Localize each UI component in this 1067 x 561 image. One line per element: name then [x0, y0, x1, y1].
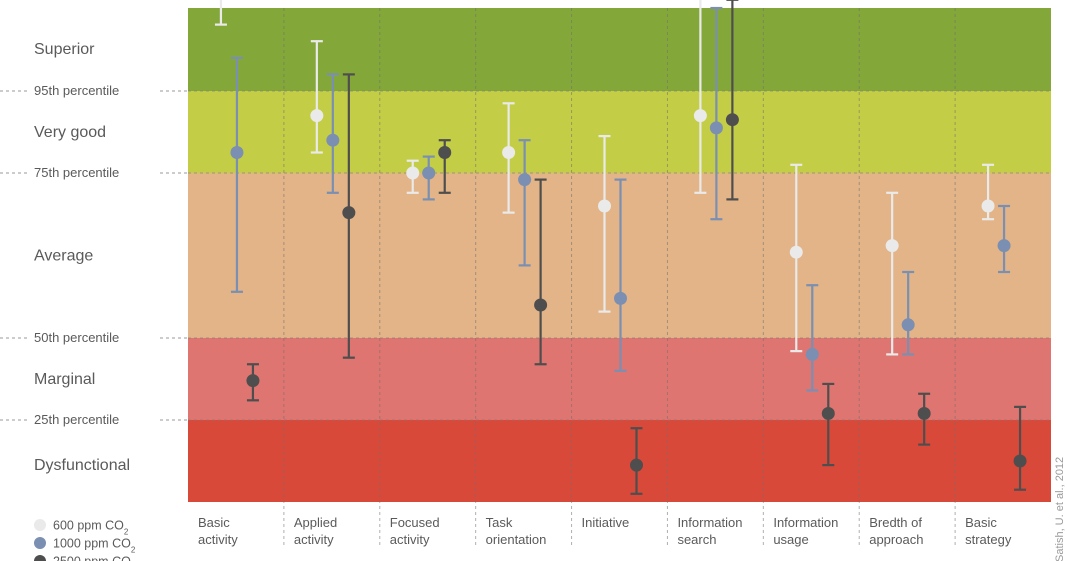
- legend-marker: [34, 519, 46, 531]
- data-point: [981, 199, 995, 213]
- data-point: [518, 173, 532, 187]
- series-1: [214, 0, 995, 356]
- category-label: Bredth of: [869, 515, 922, 530]
- series-2: [230, 6, 1011, 392]
- category-label: strategy: [965, 532, 1012, 547]
- legend-label: 2500 ppm CO2: [53, 555, 136, 561]
- band-labels: Dysfunctional Marginal Average Very good Sup…: [34, 41, 130, 474]
- category-label: usage: [773, 532, 808, 547]
- legend-label: 600 ppm CO2: [53, 519, 129, 537]
- threshold-label: 25th percentile: [34, 412, 119, 427]
- category-label: approach: [869, 532, 923, 547]
- band-label: Dysfunctional: [34, 457, 130, 474]
- data-point: [709, 121, 723, 135]
- category-label: orientation: [486, 532, 547, 547]
- source-credit: Satish, U. et al., 2012: [1054, 457, 1066, 561]
- data-point: [246, 374, 260, 388]
- category-label: activity: [294, 532, 334, 547]
- category-label: Information: [677, 515, 742, 530]
- data-point: [438, 146, 452, 159]
- category-label: Task: [486, 515, 513, 530]
- series-3: [246, 0, 1027, 495]
- category-separators: [283, 8, 956, 548]
- data-point: [725, 113, 739, 127]
- band-label: Marginal: [34, 371, 95, 388]
- data-point: [885, 239, 899, 253]
- category-label: activity: [198, 532, 238, 547]
- legend-item: 600 ppm CO2: [34, 519, 129, 537]
- data-point: [997, 239, 1011, 253]
- data-point: [406, 166, 420, 180]
- category-label: Applied: [294, 515, 337, 530]
- category-label: Initiative: [582, 515, 630, 530]
- data-point: [230, 146, 244, 159]
- threshold-label: 50th percentile: [34, 330, 119, 345]
- percentile-thresholds: 95th percentile 75th percentile 50th perce…: [0, 83, 1051, 427]
- category-label: Basic: [965, 515, 997, 530]
- band-label: Very good: [34, 124, 106, 141]
- data-point: [693, 109, 707, 123]
- data-point: [789, 245, 803, 259]
- data-point: [598, 199, 611, 213]
- data-point: [821, 406, 835, 420]
- data-point: [422, 166, 436, 180]
- data-point: [917, 406, 931, 420]
- threshold-label: 95th percentile: [34, 83, 119, 98]
- data-point: [502, 146, 516, 159]
- data-point: [1013, 454, 1027, 468]
- category-label: Focused: [390, 515, 440, 530]
- data-point: [614, 291, 627, 305]
- category-label: Basic: [198, 515, 230, 530]
- band-dysfunctional: [188, 420, 1051, 502]
- legend-label: 1000 ppm CO2: [53, 537, 136, 555]
- data-point: [805, 347, 819, 361]
- legend-item: 1000 ppm CO2: [34, 537, 136, 555]
- band-label: Average: [34, 248, 93, 265]
- category-label: Information: [773, 515, 838, 530]
- legend-item: 2500 ppm CO2: [34, 555, 136, 561]
- category-label: activity: [390, 532, 430, 547]
- data-point: [342, 206, 356, 220]
- legend-marker: [34, 555, 46, 561]
- category-labels: Basic activity Applied activity Focused activ…: [198, 515, 1012, 547]
- data-point: [534, 298, 548, 312]
- data-point: [310, 109, 324, 123]
- band-label: Superior: [34, 41, 95, 58]
- data-series: [214, 0, 1027, 495]
- data-point: [326, 133, 340, 147]
- category-label: search: [677, 532, 716, 547]
- threshold-label: 75th percentile: [34, 165, 119, 180]
- data-point: [901, 318, 915, 332]
- data-point: [630, 458, 643, 472]
- legend-marker: [34, 537, 46, 549]
